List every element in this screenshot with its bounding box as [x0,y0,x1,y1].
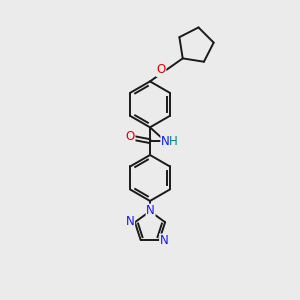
Text: N: N [161,135,170,148]
Text: N: N [126,214,134,228]
Text: N: N [160,234,168,247]
Text: N: N [146,204,155,217]
Text: H: H [169,135,178,148]
Text: O: O [157,63,166,76]
Text: O: O [126,130,135,143]
